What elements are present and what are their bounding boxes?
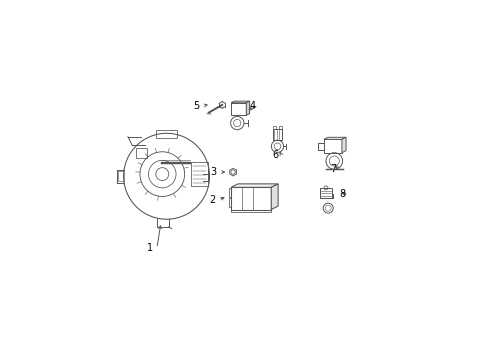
Text: 4: 4: [249, 100, 255, 111]
Text: 7: 7: [330, 164, 337, 174]
Bar: [273, 129, 282, 140]
Polygon shape: [231, 184, 278, 187]
Text: 8: 8: [339, 189, 345, 199]
Text: 5: 5: [194, 100, 200, 111]
Bar: [156, 130, 177, 139]
Bar: [229, 198, 231, 207]
Polygon shape: [231, 101, 249, 103]
Polygon shape: [231, 103, 246, 115]
Bar: [273, 126, 276, 129]
Bar: [279, 126, 282, 129]
Bar: [231, 210, 271, 212]
Bar: [136, 148, 147, 158]
Text: 1: 1: [147, 243, 153, 253]
Bar: [229, 188, 231, 197]
Polygon shape: [324, 139, 342, 153]
Polygon shape: [231, 187, 271, 210]
Polygon shape: [324, 137, 346, 139]
Polygon shape: [246, 101, 249, 115]
Bar: [119, 171, 124, 181]
Polygon shape: [342, 137, 346, 153]
Text: 3: 3: [210, 167, 217, 177]
Text: 6: 6: [272, 150, 278, 161]
Bar: [192, 162, 208, 186]
Bar: [320, 188, 332, 198]
Text: 2: 2: [209, 195, 215, 205]
Polygon shape: [271, 184, 278, 210]
